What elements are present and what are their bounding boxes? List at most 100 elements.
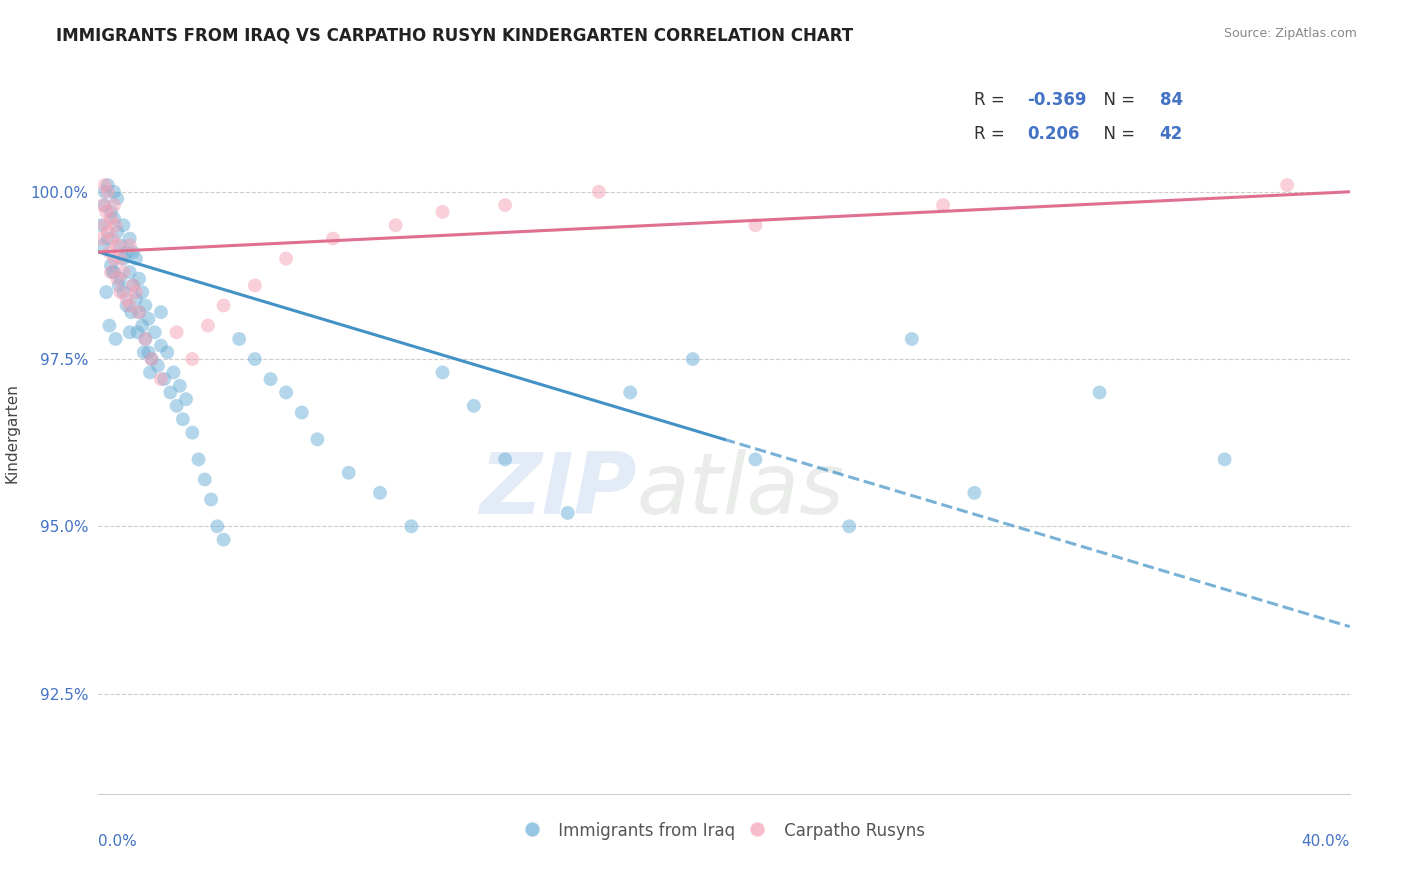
Point	[307, 432, 329, 446]
Text: Source: ZipAtlas.com: Source: ZipAtlas.com	[1223, 27, 1357, 40]
Point	[141, 351, 163, 366]
Point	[115, 244, 138, 259]
Point	[125, 285, 148, 299]
Text: R =: R =	[974, 125, 1011, 144]
Point	[125, 292, 148, 306]
Text: IMMIGRANTS FROM IRAQ VS CARPATHO RUSYN KINDERGARTEN CORRELATION CHART: IMMIGRANTS FROM IRAQ VS CARPATHO RUSYN K…	[56, 27, 853, 45]
Point	[112, 265, 135, 279]
Point	[682, 351, 704, 366]
Text: 0.0%: 0.0%	[98, 834, 138, 848]
Point	[463, 399, 485, 413]
Point	[150, 338, 173, 352]
Point	[118, 231, 141, 245]
Point	[134, 332, 156, 346]
Point	[169, 378, 191, 392]
Point	[138, 311, 160, 326]
Point	[1213, 452, 1236, 467]
Point	[166, 325, 188, 339]
Point	[322, 231, 344, 245]
Point	[125, 252, 148, 266]
Point	[150, 305, 173, 319]
Point	[97, 185, 120, 199]
Point	[127, 325, 149, 339]
Point	[104, 218, 127, 232]
Point	[274, 385, 298, 400]
Point	[141, 351, 163, 366]
Point	[100, 265, 122, 279]
Point	[243, 351, 266, 366]
Point	[120, 305, 142, 319]
Point	[963, 485, 986, 500]
Point	[101, 265, 124, 279]
Point	[401, 519, 423, 533]
Point	[274, 252, 298, 266]
Point	[90, 231, 112, 245]
Point	[172, 412, 194, 426]
Point	[181, 351, 204, 366]
Point	[97, 225, 120, 239]
Point	[110, 238, 132, 252]
Point	[97, 178, 120, 192]
Point	[212, 533, 235, 547]
Point	[1277, 178, 1299, 192]
Point	[138, 345, 160, 359]
Point	[900, 332, 922, 346]
Point	[110, 252, 132, 266]
Point	[105, 225, 128, 239]
Point	[118, 265, 141, 279]
Point	[494, 198, 516, 212]
Point	[93, 185, 115, 199]
Point	[494, 452, 516, 467]
Point	[166, 399, 188, 413]
Point	[744, 218, 766, 232]
Point	[200, 492, 222, 507]
Point	[588, 185, 610, 199]
Point	[100, 211, 122, 226]
Point	[212, 298, 235, 312]
Point	[932, 198, 955, 212]
Text: 84: 84	[1160, 91, 1182, 109]
Point	[153, 372, 176, 386]
Point	[128, 271, 150, 285]
Point	[105, 238, 128, 252]
Point	[128, 305, 150, 319]
Point	[97, 231, 120, 245]
Point	[93, 198, 115, 212]
Point	[93, 218, 115, 232]
Point	[121, 278, 143, 293]
Point	[131, 318, 153, 333]
Point	[107, 278, 129, 293]
Point	[368, 485, 391, 500]
Point	[121, 278, 143, 293]
Point	[91, 198, 114, 212]
Point	[112, 252, 135, 266]
Legend:  Immigrants from Iraq,  Carpatho Rusyns: Immigrants from Iraq, Carpatho Rusyns	[516, 814, 932, 847]
Point	[194, 472, 217, 486]
Point	[118, 325, 141, 339]
Point	[103, 211, 125, 226]
Point	[110, 285, 132, 299]
Point	[115, 292, 138, 306]
Point	[146, 359, 169, 373]
Point	[90, 218, 112, 232]
Point	[162, 365, 184, 379]
Point	[103, 198, 125, 212]
Point	[228, 332, 250, 346]
Point	[91, 238, 114, 252]
Point	[101, 231, 124, 245]
Point	[103, 252, 125, 266]
Point	[557, 506, 579, 520]
Point	[259, 372, 281, 386]
Point	[112, 218, 135, 232]
Point	[93, 178, 115, 192]
Point	[432, 204, 454, 219]
Text: R =: R =	[974, 91, 1011, 109]
Point	[105, 191, 128, 205]
Point	[105, 271, 128, 285]
Point	[838, 519, 860, 533]
Text: 0.206: 0.206	[1026, 125, 1080, 144]
Point	[337, 466, 360, 480]
Point	[118, 238, 141, 252]
Point	[384, 218, 406, 232]
Point	[115, 298, 138, 312]
